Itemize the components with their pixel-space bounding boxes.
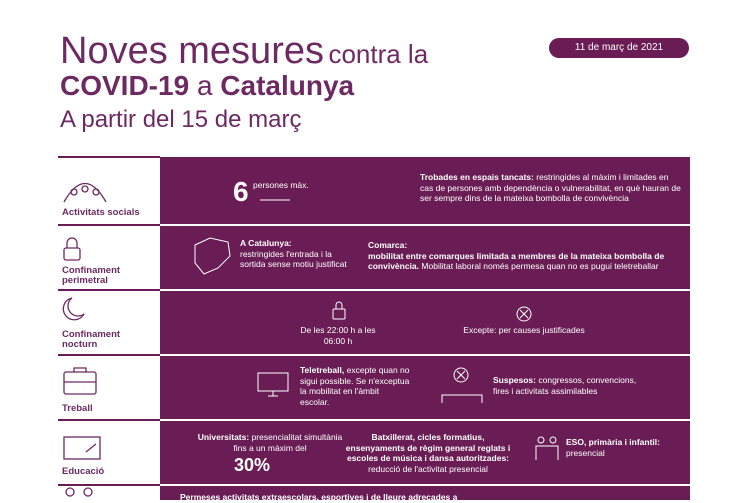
bold-text: Universitats: [197,432,250,442]
title-line2: COVID-19 a Catalunya [60,70,354,102]
bold-text: Teletreball, [300,365,345,375]
bold-text: A Catalunya: [240,238,292,248]
paragraph: ESO, primària i infantil: presencial [566,437,681,458]
title-rest: contra la [328,39,429,69]
text: De les 22:00 h a les 06:00 h [300,325,376,346]
bold-text: Comarca: [368,240,408,250]
paragraph: Batxillerat, cicles formatius, ensenyame… [343,432,513,474]
row-label: Activitats socials [62,207,140,218]
text: persones màx. [253,180,309,190]
band [160,157,690,500]
text: Mobilitat laboral només permesa quan no … [421,261,659,271]
date-badge: 11 de març de 2021 [549,38,689,58]
text: restringides al màxim i limitades en cas… [420,172,681,203]
big-number: 6 [233,176,249,207]
title-line1: Noves mesures contra la [60,30,428,73]
text: presencial [566,447,605,458]
paragraph: Trobades en espais tancats: restringides… [420,172,682,204]
paragraph: Suspesos: congressos, convencions, fires… [493,375,653,396]
title-bold: COVID-19 [60,70,190,101]
bold-text: Batxillerat, cicles formatius, ensenyame… [345,432,511,463]
paragraph: Permeses activitats extraescolars, espor… [180,492,457,503]
text: reducció de l'activitat presencial [368,463,488,474]
row-label: Educació [62,466,105,477]
paragraph: Universitats: presencialitat simultània … [195,432,345,453]
big-number: 30% [234,455,271,475]
subtitle: A partir del 15 de març [60,106,302,133]
title-mid: a [196,70,213,101]
title-bold: Catalunya [220,70,355,101]
paragraph: A Catalunya: restringides l'entrada i la … [240,238,358,270]
bold-text: mobilitat entre comarques limitada a mem… [368,250,665,272]
bold-text: ESO, primària i infantil: [566,437,660,447]
bold-text: Trobades en espais tancats: [420,172,534,182]
bold-text: Suspesos: [493,375,536,385]
paragraph: Comarca: mobilitat entre comarques limita… [368,240,668,272]
title-big: Noves mesures [60,30,324,72]
row-label: Confinament nocturn [62,329,121,350]
row-label: Confinament perimetral [62,265,121,286]
text: restringides l'entrada i la sortida sens… [240,248,347,270]
bold-text: Permeses activitats extraescolars, espor… [180,492,458,502]
text: congressos, convencions, fires i activit… [493,375,637,396]
text: excepte quan no sigui possible. Se n'exc… [300,365,410,407]
text: presencialitat simultània fins a un màxi… [233,432,343,453]
text: Excepte: per causes justificades [463,325,585,335]
paragraph: Teletreball, excepte quan no sigui possi… [300,365,410,407]
row-label: Treball [62,403,93,414]
